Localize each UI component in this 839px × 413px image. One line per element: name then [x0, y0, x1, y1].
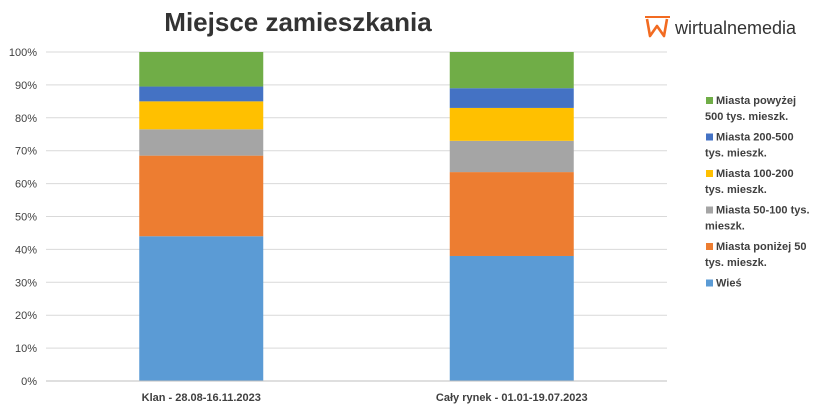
bar-segment	[139, 86, 264, 102]
legend-label: Wieś	[716, 278, 742, 290]
y-tick-label: 50%	[15, 212, 37, 224]
bar-segment	[139, 101, 264, 130]
y-tick-label: 70%	[15, 146, 37, 158]
y-tick-label: 90%	[15, 80, 37, 92]
legend-label: tys. mieszk.	[705, 257, 767, 269]
y-tick-label: 30%	[15, 277, 37, 289]
y-axis: 0% 10% 20% 30% 40% 50% 60% 70% 80% 90% 100%	[9, 47, 37, 388]
legend-label: Miasta 50-100 tys.	[716, 205, 810, 217]
legend-swatch	[706, 97, 713, 104]
x-axis: Klan - 28.08-16.11.2023 Cały rynek - 01.0…	[46, 380, 667, 404]
legend: Miasta powyżej 500 tys. mieszk. Miasta 200…	[705, 95, 810, 290]
logo: wirtualnemedia	[645, 16, 797, 38]
legend-swatch	[706, 133, 713, 141]
bar-segment	[139, 155, 264, 237]
legend-swatch	[706, 243, 713, 250]
legend-label: tys. mieszk.	[705, 184, 767, 196]
logo-text: wirtualnemedia	[674, 18, 797, 38]
x-tick-label: Klan - 28.08-16.11.2023	[142, 392, 261, 404]
legend-label: Miasta powyżej	[716, 95, 796, 107]
logo-mark-icon	[645, 16, 670, 38]
bars	[139, 52, 574, 381]
legend-label: Miasta 200-500	[716, 132, 794, 144]
bar-segment	[449, 88, 574, 108]
bar-segment	[139, 236, 264, 381]
y-tick-label: 80%	[15, 113, 37, 125]
legend-label: Miasta poniżej 50	[716, 241, 806, 253]
y-tick-label: 40%	[15, 244, 37, 256]
y-tick-label: 100%	[9, 47, 37, 59]
legend-label: tys. mieszk.	[705, 148, 767, 160]
legend-label: Miasta 100-200	[716, 168, 794, 180]
bar-segment	[449, 140, 574, 173]
legend-label: 500 tys. mieszk.	[705, 111, 788, 123]
gridlines	[46, 51, 667, 382]
legend-swatch	[706, 206, 713, 214]
bar-segment	[139, 52, 264, 87]
y-tick-label: 20%	[15, 310, 37, 322]
legend-label: mieszk.	[705, 221, 745, 233]
legend-swatch	[706, 279, 713, 287]
bar-segment	[449, 255, 574, 381]
bar-segment	[449, 107, 574, 141]
bar-segment	[449, 52, 574, 89]
y-tick-label: 10%	[15, 343, 37, 355]
y-tick-label: 0%	[21, 376, 37, 388]
bar-segment	[139, 129, 264, 156]
bar-segment	[449, 172, 574, 256]
chart-title: Miejsce zamieszkania	[164, 7, 432, 37]
x-tick-label: Cały rynek - 01.01-19.07.2023	[436, 392, 588, 404]
legend-swatch	[706, 170, 713, 177]
y-tick-label: 60%	[15, 179, 37, 191]
